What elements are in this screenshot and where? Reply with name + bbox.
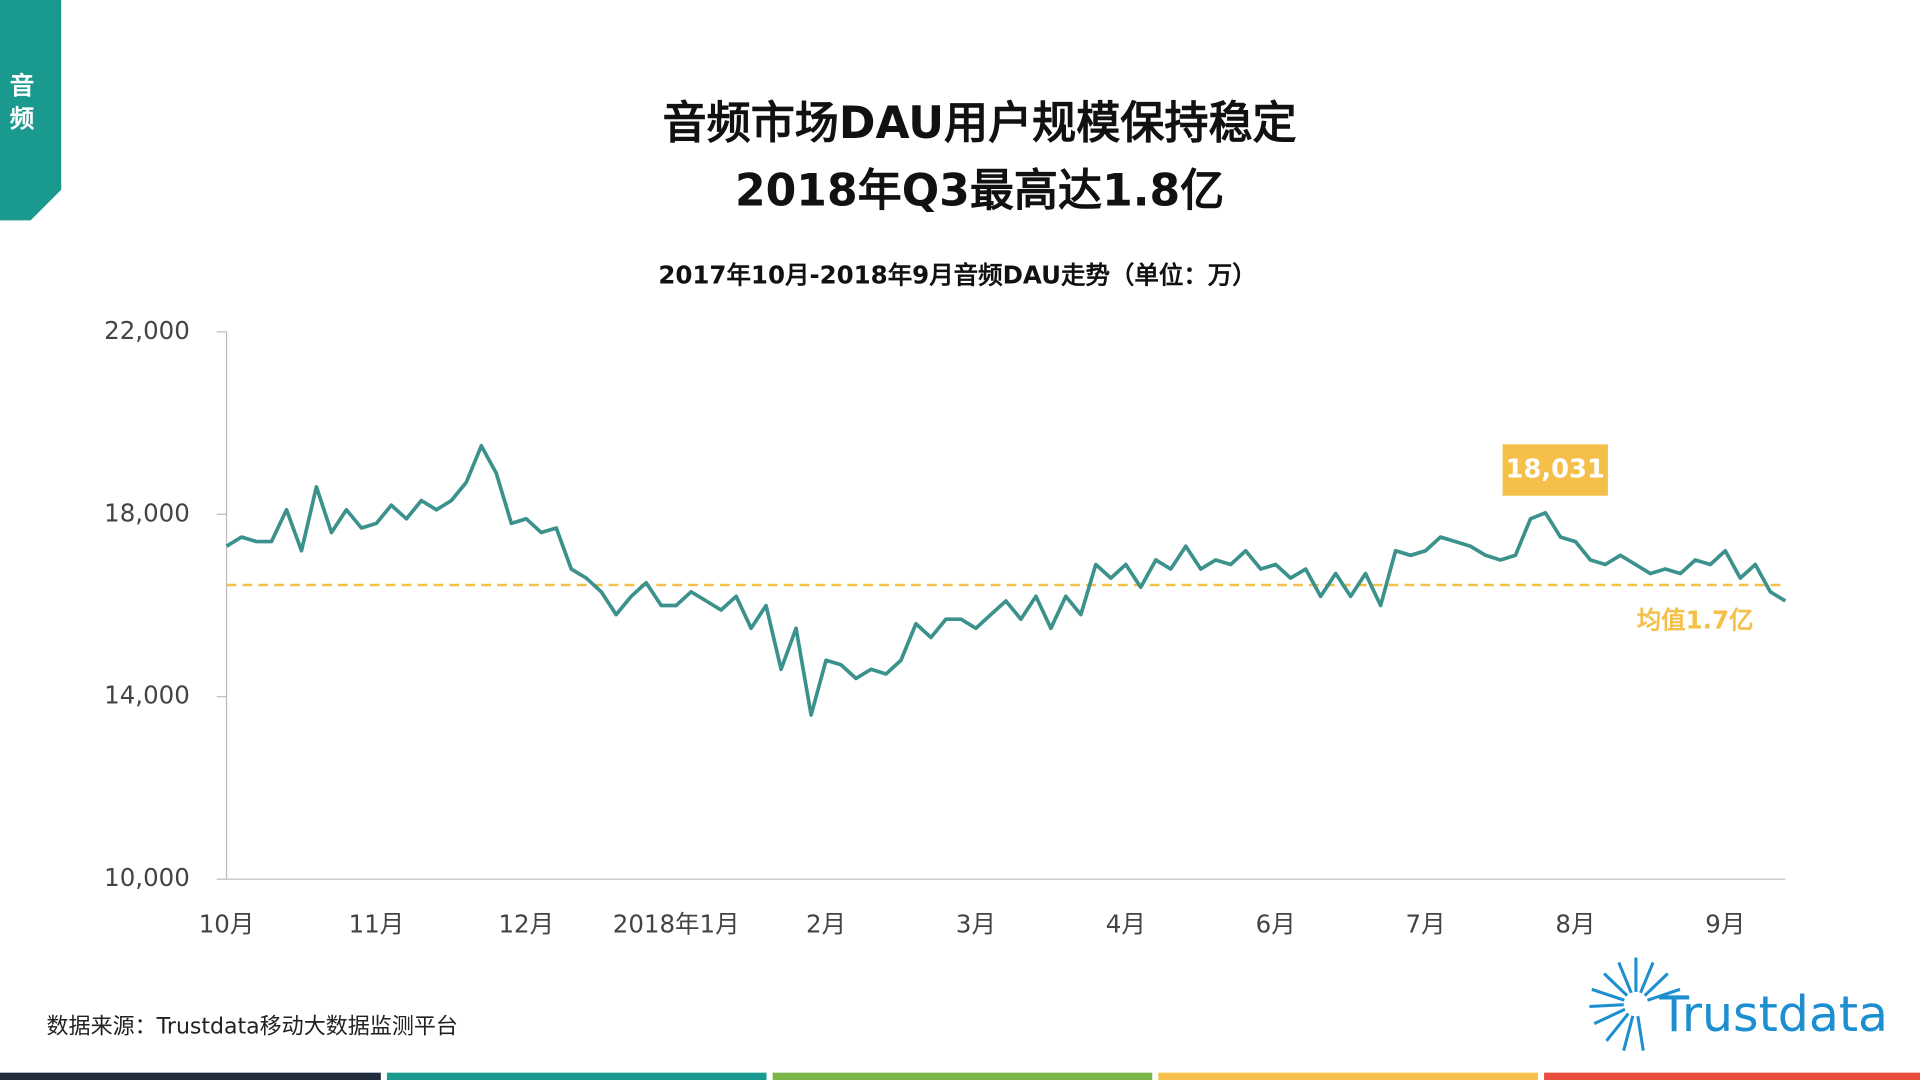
- x-tick-label: 9月: [1705, 910, 1745, 939]
- value-label-box: [1502, 444, 1608, 496]
- x-tick-label: 8月: [1555, 910, 1595, 939]
- side-tab: [0, 0, 62, 221]
- footer-bar: [1544, 1072, 1920, 1080]
- footer-bar: [0, 1072, 381, 1080]
- chart-title: 音频市场DAU用户规模保持稳定: [663, 98, 1297, 149]
- tab-text: 音: [10, 71, 34, 100]
- x-tick-label: 10月: [199, 910, 255, 939]
- logo-center: [1623, 991, 1649, 1017]
- footer-bar: [386, 1072, 767, 1080]
- footer-bar: [772, 1072, 1153, 1080]
- source: 数据来源：Trustdata移动大数据监测平台: [47, 1014, 458, 1039]
- y-tick-label: 18,000: [104, 498, 190, 527]
- x-tick-label: 6月: [1256, 910, 1296, 939]
- x-tick-label: 2月: [806, 910, 846, 939]
- tab-text: 频: [10, 104, 35, 133]
- line: [225, 444, 1787, 717]
- value-label: 18,031: [1506, 455, 1605, 485]
- y-tick-label: 10,000: [104, 863, 190, 892]
- logo-text: Trustdata: [1658, 986, 1888, 1043]
- x-tick-label: 3月: [956, 910, 996, 939]
- x-tick-label: 11月: [349, 910, 405, 939]
- mean-label: 均值1.7亿: [1637, 606, 1754, 635]
- x-tick-label: 12月: [498, 910, 554, 939]
- chart-title: 2018年Q3最高达1.8亿: [735, 165, 1224, 216]
- x-tick-label: 4月: [1106, 910, 1146, 939]
- x-tick-label: 2018年1月: [613, 910, 740, 939]
- x-tick-label: 7月: [1406, 910, 1446, 939]
- chart-subtitle: 2017年10月-2018年9月音频DAU走势（单位：万）: [658, 261, 1256, 290]
- y-tick-label: 22,000: [104, 316, 190, 345]
- footer-bar: [1158, 1072, 1538, 1080]
- y-tick-label: 14,000: [104, 681, 190, 710]
